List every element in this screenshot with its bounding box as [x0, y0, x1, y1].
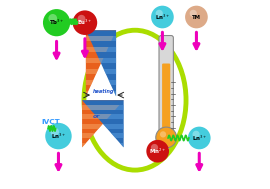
Circle shape [193, 131, 200, 138]
Text: Tb$^{3+}$: Tb$^{3+}$ [49, 18, 64, 27]
Ellipse shape [84, 30, 186, 170]
Circle shape [73, 10, 97, 35]
Circle shape [160, 131, 166, 138]
Text: Ln$^{3+}$: Ln$^{3+}$ [51, 131, 66, 141]
Circle shape [48, 14, 57, 23]
Polygon shape [86, 30, 116, 96]
Polygon shape [63, 114, 143, 119]
Polygon shape [63, 105, 143, 110]
Circle shape [50, 128, 59, 136]
FancyBboxPatch shape [162, 64, 170, 132]
Text: Eu$^{3+}$: Eu$^{3+}$ [77, 18, 93, 27]
Circle shape [185, 6, 208, 28]
Text: Ln$^{3+}$: Ln$^{3+}$ [155, 12, 170, 22]
Polygon shape [67, 47, 135, 52]
Polygon shape [82, 100, 124, 147]
Polygon shape [67, 58, 135, 63]
Polygon shape [63, 124, 143, 129]
Polygon shape [63, 133, 143, 138]
Text: Mn$^{2+}$: Mn$^{2+}$ [149, 146, 166, 156]
Text: IVCT: IVCT [42, 119, 60, 125]
Polygon shape [63, 133, 143, 138]
Polygon shape [63, 143, 143, 147]
Circle shape [151, 144, 158, 151]
Circle shape [43, 9, 70, 36]
Polygon shape [67, 80, 135, 85]
Circle shape [77, 15, 85, 23]
Text: TM: TM [192, 15, 201, 19]
Polygon shape [67, 69, 135, 74]
Text: Ln$^{3+}$: Ln$^{3+}$ [192, 133, 207, 143]
Polygon shape [67, 91, 135, 96]
Circle shape [156, 127, 177, 148]
Circle shape [45, 123, 72, 149]
Polygon shape [63, 124, 143, 129]
Circle shape [146, 140, 169, 163]
Text: heating: heating [93, 89, 114, 94]
Polygon shape [86, 30, 116, 96]
Polygon shape [63, 143, 143, 147]
Circle shape [188, 127, 211, 149]
FancyBboxPatch shape [159, 36, 173, 135]
Polygon shape [67, 47, 135, 52]
Polygon shape [67, 36, 135, 41]
Polygon shape [63, 105, 143, 110]
Polygon shape [67, 80, 135, 85]
Circle shape [190, 10, 197, 17]
Circle shape [156, 10, 163, 17]
Polygon shape [63, 114, 143, 119]
Circle shape [151, 6, 174, 28]
Polygon shape [67, 36, 135, 41]
Polygon shape [67, 69, 135, 74]
Text: or: or [93, 114, 100, 119]
Polygon shape [67, 91, 135, 96]
Polygon shape [67, 58, 135, 63]
Polygon shape [82, 100, 124, 147]
